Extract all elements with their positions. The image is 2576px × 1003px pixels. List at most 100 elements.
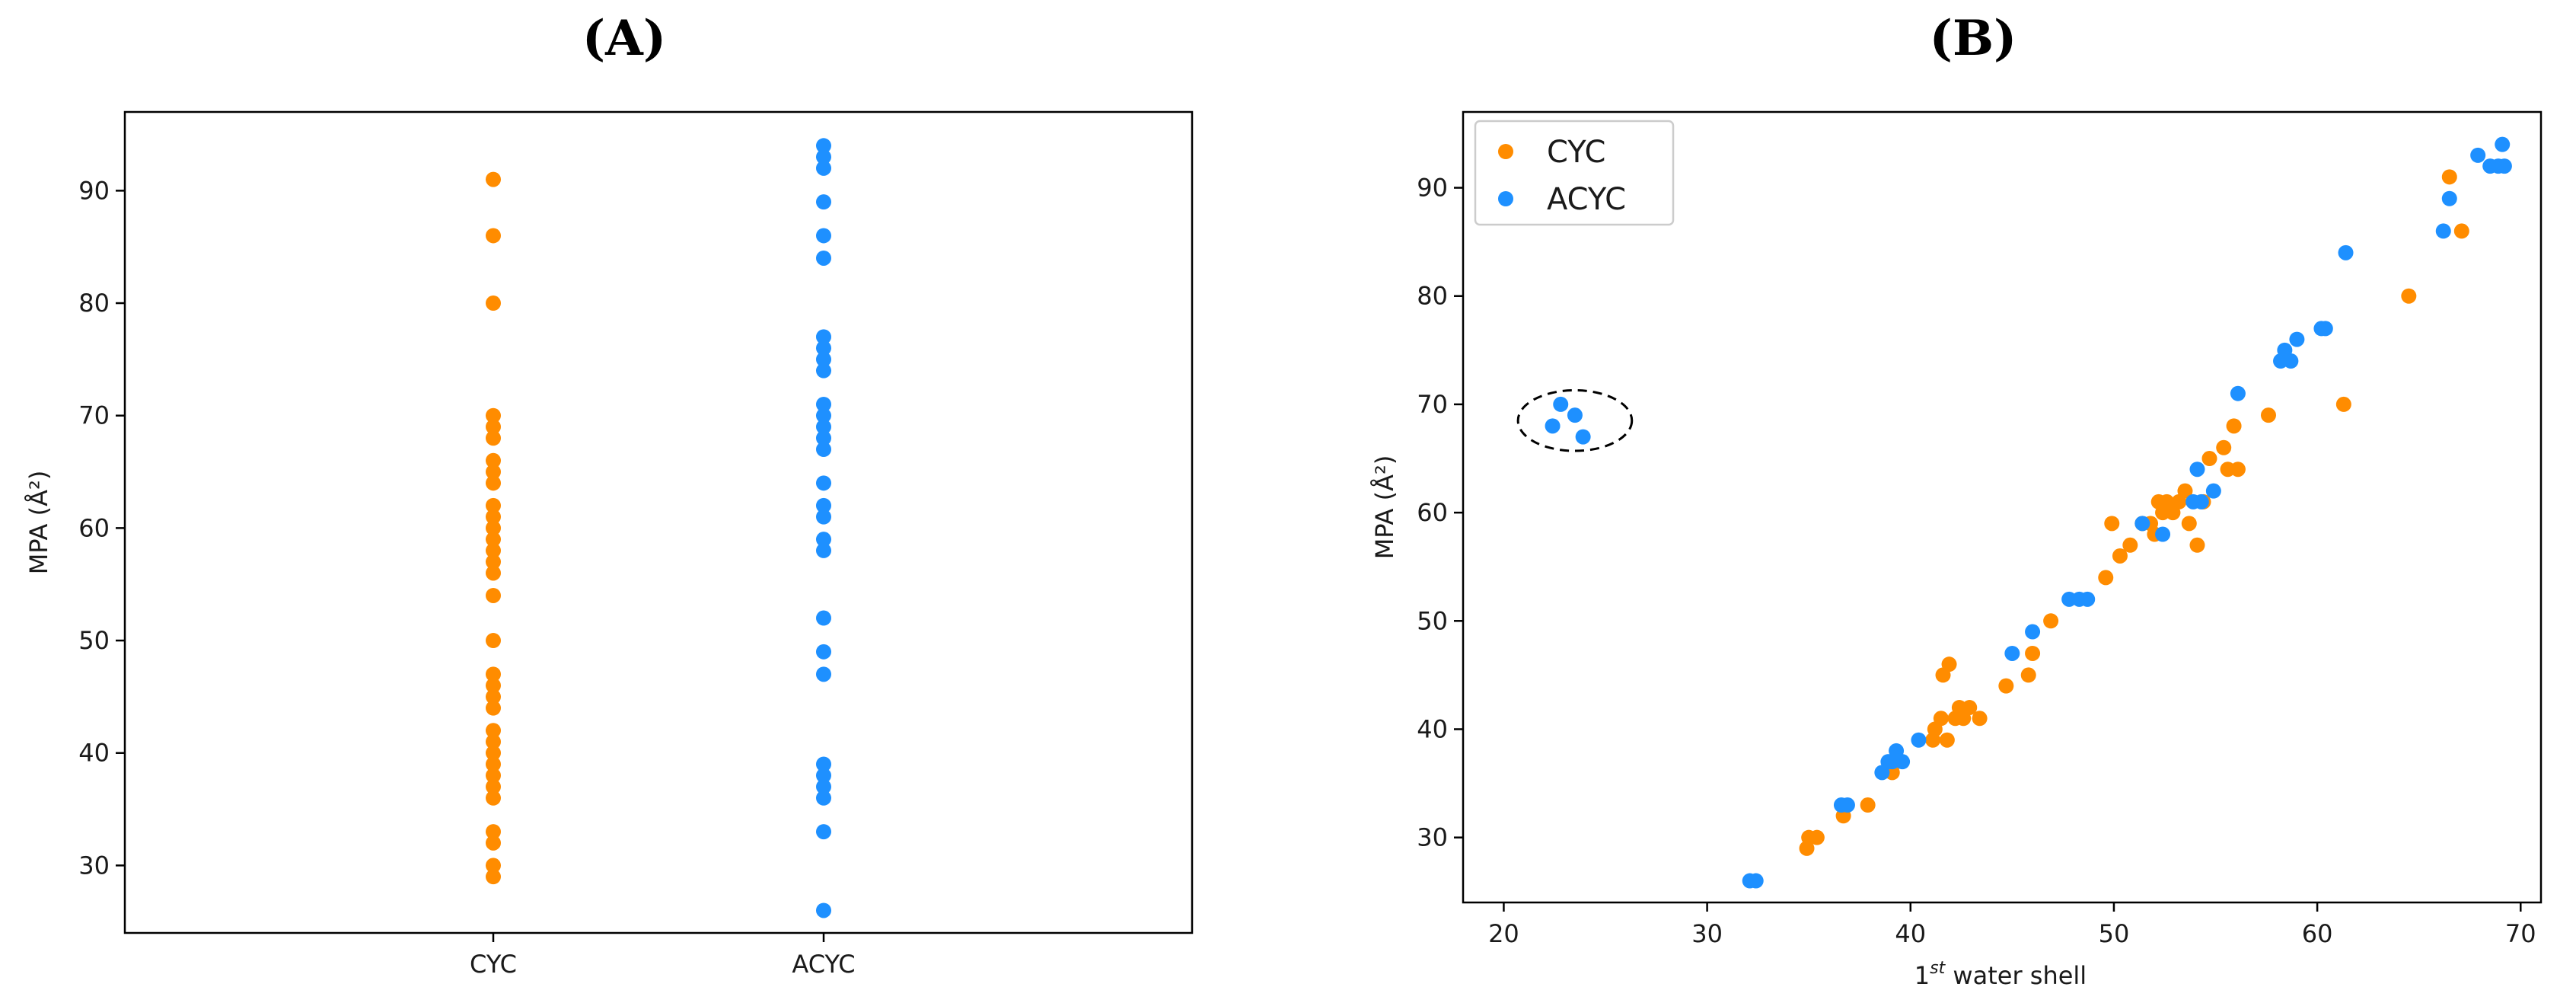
panel-a-point-cyc	[486, 419, 501, 435]
panel-b-point-acyc	[2435, 223, 2451, 239]
panel-a-xtick-label: ACYC	[792, 950, 855, 979]
panel-b-plot: 30 40 50 60 70 80 90 20 30 40 50 60 70 CYC ACYC	[1417, 120, 2536, 948]
panel-a-ytick-label: 30	[78, 851, 110, 880]
panel-a-point-acyc	[816, 329, 831, 345]
panel-a-point-acyc	[816, 250, 831, 266]
panel-b-point-cyc	[2177, 483, 2193, 499]
panel-b-ytick-label: 60	[1417, 498, 1448, 527]
panel-a-point-cyc	[486, 587, 501, 603]
panel-a-plot: 30 40 50 60 70 80 90 CYC ACYC	[78, 138, 856, 979]
panel-a-point-cyc	[486, 295, 501, 311]
panel-b-point-acyc	[2283, 353, 2299, 369]
panel-b-point-acyc	[1575, 429, 1591, 445]
panel-b-point-cyc	[2226, 418, 2242, 434]
panel-a-point-acyc	[816, 419, 831, 435]
panel-b-ytick-label: 50	[1417, 606, 1448, 635]
panel-a-point-acyc	[816, 666, 831, 682]
panel-b-point-acyc	[2441, 190, 2457, 206]
panel-b-xtick-label: 50	[2099, 919, 2130, 948]
panel-b-point-cyc	[2260, 407, 2276, 423]
panel-b-point-cyc	[2216, 439, 2232, 455]
panel-a-point-cyc	[486, 858, 501, 874]
panel-a-point-cyc	[486, 779, 501, 795]
panel-a-point-cyc	[486, 745, 501, 761]
panel-b-point-cyc	[2043, 613, 2059, 629]
panel-a-point-acyc	[816, 497, 831, 513]
panel-a-point-acyc	[816, 902, 831, 918]
panel-b-point-acyc	[2080, 591, 2096, 607]
outlier-highlight-ellipse	[1516, 388, 1634, 452]
panel-a-point-cyc	[486, 756, 501, 772]
panel-a-point-cyc	[486, 835, 501, 851]
panel-b-point-acyc	[2230, 385, 2246, 401]
panel-a-point-cyc	[486, 700, 501, 716]
panel-b-ytick-label: 70	[1417, 390, 1448, 419]
panel-b-point-cyc	[1860, 797, 1876, 813]
panel-a-point-acyc	[816, 756, 831, 772]
panel-b-point-cyc	[1941, 656, 1957, 672]
panel-b-point-acyc	[2189, 462, 2205, 478]
panel-a-point-acyc	[816, 542, 831, 558]
panel-b-point-acyc	[2317, 321, 2333, 337]
panel-b-label: (B)	[1930, 10, 2017, 67]
panel-b-xtick-label: 20	[1488, 919, 1519, 948]
panel-a-point-cyc	[486, 497, 501, 513]
panel-a-point-acyc	[816, 160, 831, 176]
panel-b-point-cyc	[2201, 451, 2217, 467]
panel-a-ytick-label: 40	[78, 739, 110, 768]
panel-b-point-acyc	[2134, 516, 2150, 532]
legend-label-acyc: ACYC	[1547, 182, 1626, 217]
panel-a-point-cyc	[486, 532, 501, 548]
panel-a-point-cyc	[486, 824, 501, 840]
panel-b-point-cyc	[2335, 396, 2351, 412]
panel-b-point-cyc	[1962, 700, 1978, 716]
panel-b-point-acyc	[2496, 158, 2512, 174]
panel-b-xtick-label: 40	[1895, 919, 1926, 948]
panel-a-point-cyc	[486, 723, 501, 739]
panel-b-point-acyc	[1895, 754, 1911, 770]
panel-a-point-cyc	[486, 520, 501, 536]
panel-b-point-cyc	[2020, 667, 2036, 683]
panel-a-point-cyc	[486, 407, 501, 423]
legend-marker-cyc	[1498, 144, 1513, 159]
panel-a-xtick-label: CYC	[470, 950, 517, 979]
panel-a-point-acyc	[816, 509, 831, 525]
panel-b-point-cyc	[2112, 548, 2128, 564]
panel-a-point-cyc	[486, 869, 501, 885]
panel-a-point-acyc	[816, 363, 831, 379]
panel-a-point-cyc	[486, 678, 501, 694]
panel-a-point-acyc	[816, 194, 831, 210]
legend-label-cyc: CYC	[1547, 135, 1605, 170]
panel-b-point-cyc	[2441, 169, 2457, 185]
panel-a-point-cyc	[486, 688, 501, 704]
panel-a-point-cyc	[486, 768, 501, 784]
panel-a-point-acyc	[816, 779, 831, 795]
panel-b-ylabel: MPA (Å²)	[1370, 455, 1399, 560]
panel-b-point-acyc	[2338, 244, 2354, 260]
panel-b-point-cyc	[1809, 829, 1825, 845]
panel-b-point-acyc	[2004, 645, 2020, 661]
panel-b-point-acyc	[2289, 331, 2305, 347]
panel-b-xtick-label: 60	[2302, 919, 2333, 948]
panel-a-point-acyc	[816, 532, 831, 548]
panel-a-point-cyc	[486, 171, 501, 187]
panel-a-point-cyc	[486, 542, 501, 558]
panel-a-frame	[123, 110, 1194, 934]
panel-a-point-acyc	[816, 442, 831, 458]
panel-a-ytick-label: 50	[78, 626, 110, 655]
panel-a-point-cyc	[486, 509, 501, 525]
panel-a-point-acyc	[816, 396, 831, 412]
panel-a-point-cyc	[486, 452, 501, 468]
panel-b-point-cyc	[2230, 462, 2246, 478]
panel-b-point-acyc	[1748, 873, 1764, 889]
panel-a-point-cyc	[486, 733, 501, 749]
panel-a-point-cyc	[486, 228, 501, 244]
panel-a-label: (A)	[582, 10, 666, 67]
panel-a-point-acyc	[816, 351, 831, 367]
panel-b-point-acyc	[2025, 624, 2041, 640]
panel-b-point-cyc	[2098, 570, 2114, 586]
panel-b-point-acyc	[1545, 418, 1561, 434]
panel-a-point-cyc	[486, 464, 501, 480]
panel-b-ytick-label: 40	[1417, 714, 1448, 743]
